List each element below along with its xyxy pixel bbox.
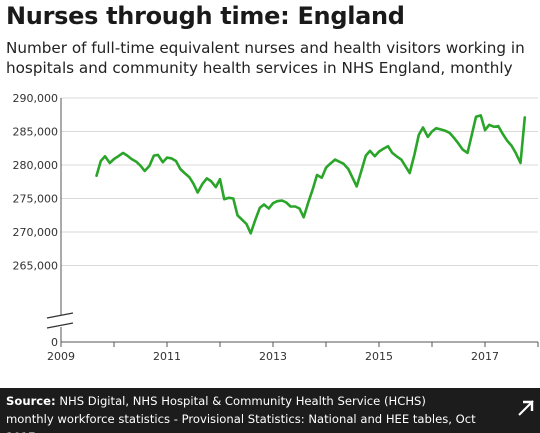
logo-slash-mark <box>518 400 534 416</box>
source-footer: Source: NHS Digital, NHS Hospital & Comm… <box>0 388 540 433</box>
series-layer <box>95 114 527 235</box>
y-tick-label: 270,000 <box>13 226 59 239</box>
chart-title: Nurses through time: England <box>6 2 405 30</box>
chart-subtitle: Number of full-time equivalent nurses an… <box>6 39 525 77</box>
gridlines <box>61 97 538 343</box>
y-tick-label: 265,000 <box>13 260 59 273</box>
axis-break-mark-lower <box>46 322 74 329</box>
y-tick-label-zero: 0 <box>51 336 58 349</box>
x-tick-label: 2017 <box>471 350 499 363</box>
tick-labels: 265,000 270,000 275,000 280,000 285,000 290,0… <box>13 92 500 363</box>
x-tick-label: 2011 <box>153 350 181 363</box>
x-tick-label: 2013 <box>259 350 287 363</box>
series-line <box>95 114 527 235</box>
full-fact-logo <box>518 400 534 416</box>
line-chart: 265,000 270,000 275,000 280,000 285,000 290,0… <box>13 92 539 363</box>
source-text: NHS Digital, NHS Hospital & Community He… <box>6 394 476 433</box>
y-tick-label: 290,000 <box>13 92 59 105</box>
axes <box>46 98 539 347</box>
y-tick-label: 280,000 <box>13 159 59 172</box>
axis-break-mark-upper <box>46 312 74 319</box>
y-tick-label: 275,000 <box>13 193 59 206</box>
x-tick-label: 2009 <box>47 350 75 363</box>
source-note: Source: NHS Digital, NHS Hospital & Comm… <box>6 392 476 433</box>
x-tick-label: 2015 <box>365 350 393 363</box>
y-tick-label: 285,000 <box>13 126 59 139</box>
source-label: Source: <box>6 394 56 408</box>
